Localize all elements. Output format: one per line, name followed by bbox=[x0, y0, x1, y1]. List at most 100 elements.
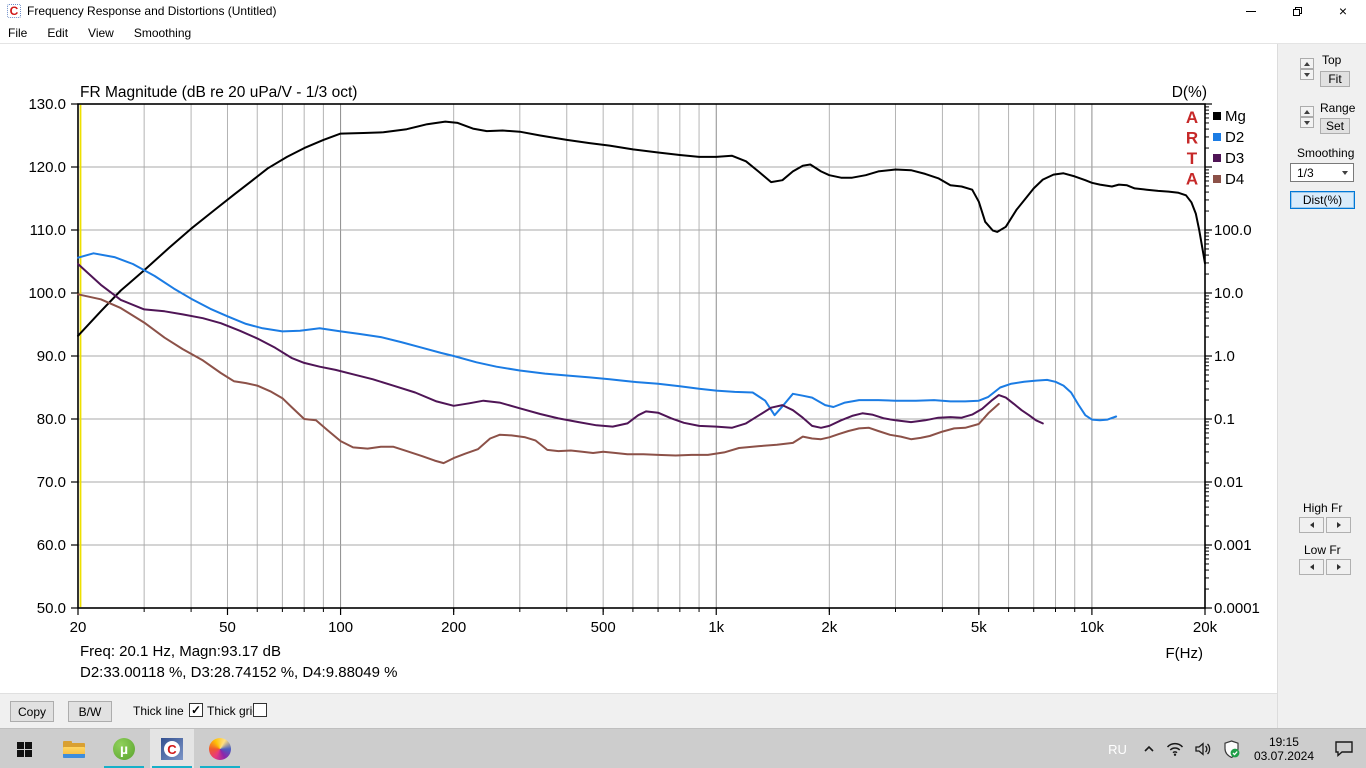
minimize-button[interactable] bbox=[1228, 0, 1274, 22]
top-up-button[interactable] bbox=[1300, 58, 1314, 69]
running-indicator bbox=[104, 766, 144, 768]
language-indicator[interactable]: RU bbox=[1108, 741, 1127, 757]
range-label: Range bbox=[1320, 101, 1356, 115]
down-arrow-icon bbox=[1304, 72, 1310, 77]
window-titlebar: C Frequency Response and Distortions (Un… bbox=[0, 0, 1366, 22]
wifi-icon[interactable] bbox=[1161, 729, 1189, 768]
utorrent-icon: µ bbox=[113, 738, 135, 760]
legend-swatch-Mg bbox=[1213, 112, 1221, 120]
x-axis-label: 20k bbox=[1193, 619, 1218, 636]
right-axis-label: 0.1 bbox=[1214, 411, 1235, 428]
series-D2 bbox=[77, 252, 1118, 422]
windows-logo-icon bbox=[16, 741, 32, 757]
dist-percent-button[interactable]: Dist(%) bbox=[1290, 191, 1355, 209]
right-axis-title: D(%) bbox=[1172, 84, 1207, 101]
smoothing-select[interactable]: 1/3 bbox=[1290, 163, 1354, 182]
low-fr-right-button[interactable] bbox=[1326, 559, 1351, 575]
up-arrow-icon bbox=[1304, 61, 1310, 66]
distortion-status-line: D2:33.00118 %, D3:28.74152 %, D4:9.88049… bbox=[80, 664, 397, 681]
left-axis-label: 60.0 bbox=[37, 537, 66, 554]
x-axis-label: 200 bbox=[441, 619, 466, 636]
x-axis-label: 100 bbox=[328, 619, 353, 636]
left-axis-label: 90.0 bbox=[37, 348, 66, 365]
legend-swatch-D2 bbox=[1213, 133, 1221, 141]
cursor-status-line: Freq: 20.1 Hz, Magn:93.17 dB bbox=[80, 643, 281, 660]
arta-watermark-letter: T bbox=[1187, 149, 1198, 168]
fr-magnitude-chart[interactable]: 130.0 120.0 110.0 100.0 90.0 80.0 70.0 60.0 50.0… bbox=[0, 44, 1277, 693]
x-axis-label: 20 bbox=[70, 619, 87, 636]
low-fr-label: Low Fr bbox=[1304, 543, 1341, 557]
right-axis-label: 10.0 bbox=[1214, 285, 1243, 302]
plot-area[interactable] bbox=[78, 104, 1205, 608]
legend-label-D4: D4 bbox=[1225, 171, 1244, 188]
left-axis-label: 100.0 bbox=[28, 285, 66, 302]
set-button[interactable]: Set bbox=[1320, 118, 1350, 134]
thick-grid-checkbox[interactable] bbox=[253, 703, 267, 717]
menu-edit[interactable]: Edit bbox=[47, 25, 69, 40]
legend-swatch-D3 bbox=[1213, 154, 1221, 162]
close-button[interactable]: × bbox=[1320, 0, 1366, 22]
x-axis-label: 2k bbox=[821, 619, 837, 636]
right-axis-label: 1.0 bbox=[1214, 348, 1235, 365]
right-arrow-icon bbox=[1336, 522, 1341, 528]
file-explorer-button[interactable] bbox=[52, 729, 96, 768]
x-axis-label: 500 bbox=[591, 619, 616, 636]
series-D4 bbox=[77, 293, 1000, 465]
bw-button[interactable]: B/W bbox=[68, 701, 112, 722]
left-axis-label: 130.0 bbox=[28, 96, 66, 113]
utorrent-button[interactable]: µ bbox=[102, 729, 146, 768]
clock-time: 19:15 bbox=[1268, 735, 1299, 749]
volume-icon[interactable] bbox=[1189, 729, 1217, 768]
right-control-panel: Top Fit Range Set Smoothing 1/3 Dist(%) … bbox=[1277, 44, 1366, 728]
high-fr-right-button[interactable] bbox=[1326, 517, 1351, 533]
left-arrow-icon bbox=[1309, 564, 1314, 570]
security-shield-icon[interactable] bbox=[1217, 729, 1246, 768]
low-fr-left-button[interactable] bbox=[1299, 559, 1324, 575]
color-drop-app-button[interactable] bbox=[198, 729, 242, 768]
arta-watermark-letter: R bbox=[1186, 129, 1198, 148]
top-down-button[interactable] bbox=[1300, 69, 1314, 80]
right-axis-label: 0.0001 bbox=[1214, 600, 1260, 617]
menu-smoothing[interactable]: Smoothing bbox=[133, 25, 192, 40]
menu-file[interactable]: File bbox=[8, 25, 28, 40]
top-label: Top bbox=[1322, 53, 1342, 67]
high-fr-left-button[interactable] bbox=[1299, 517, 1324, 533]
top-spinner bbox=[1300, 58, 1314, 80]
arta-icon: C bbox=[161, 738, 183, 760]
menu-view[interactable]: View bbox=[88, 25, 114, 40]
restore-button[interactable] bbox=[1274, 0, 1320, 22]
taskbar-clock[interactable]: 19:15 03.07.2024 bbox=[1246, 735, 1322, 763]
right-axis-label: 0.01 bbox=[1214, 474, 1243, 491]
restore-icon bbox=[1292, 6, 1302, 16]
left-arrow-icon bbox=[1309, 522, 1314, 528]
thick-grid-label: Thick grid bbox=[207, 704, 260, 718]
legend-label-D2: D2 bbox=[1225, 129, 1244, 146]
range-down-button[interactable] bbox=[1300, 117, 1314, 128]
arta-app-button[interactable]: C bbox=[150, 729, 194, 768]
thick-line-label: Thick line bbox=[133, 704, 184, 718]
start-button[interactable] bbox=[2, 729, 46, 768]
taskbar: µ C RU bbox=[0, 728, 1366, 768]
copy-button[interactable]: Copy bbox=[10, 701, 54, 722]
arta-watermark-letter: A bbox=[1186, 108, 1198, 127]
running-indicator bbox=[152, 766, 192, 768]
fit-button[interactable]: Fit bbox=[1320, 71, 1350, 87]
notification-center-icon[interactable] bbox=[1322, 729, 1366, 768]
left-axis-label: 120.0 bbox=[28, 159, 66, 176]
x-axis-label: 5k bbox=[971, 619, 987, 636]
down-arrow-icon bbox=[1304, 120, 1310, 125]
thick-line-checkbox[interactable] bbox=[189, 703, 203, 717]
window-title: Frequency Response and Distortions (Unti… bbox=[27, 4, 277, 18]
left-axis-label: 80.0 bbox=[37, 411, 66, 428]
range-up-button[interactable] bbox=[1300, 106, 1314, 117]
menu-bar: File Edit View Smoothing bbox=[0, 22, 1366, 44]
smoothing-value: 1/3 bbox=[1297, 165, 1314, 180]
bottom-toolbar: Copy B/W Thick line Thick grid bbox=[0, 693, 1277, 728]
right-axis-label: 100.0 bbox=[1214, 222, 1252, 239]
series-D3 bbox=[77, 263, 1044, 429]
left-axis-label: 50.0 bbox=[37, 600, 66, 617]
legend-label-D3: D3 bbox=[1225, 150, 1244, 167]
tray-chevron-up-icon[interactable] bbox=[1137, 729, 1161, 768]
up-arrow-icon bbox=[1304, 109, 1310, 114]
